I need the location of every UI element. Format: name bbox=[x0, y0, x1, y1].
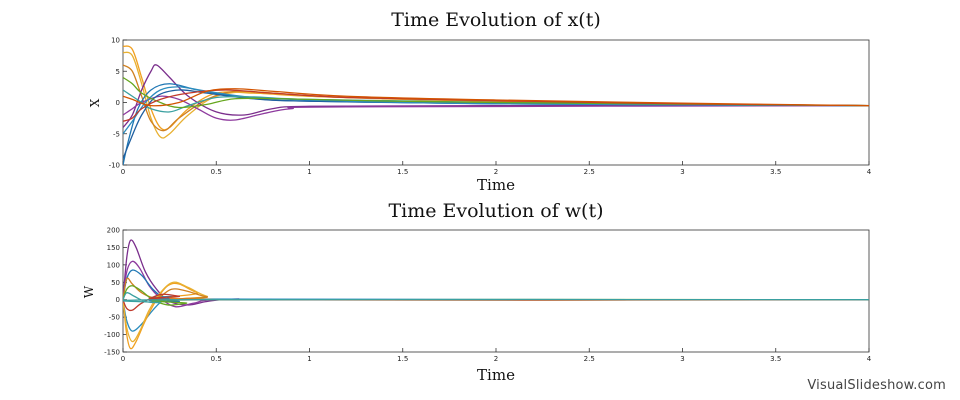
x-series-line-3 bbox=[123, 64, 869, 132]
x-xtick-label: 0 bbox=[121, 168, 125, 176]
x-series-line-1 bbox=[123, 45, 869, 131]
w-xtick-label: 0.5 bbox=[211, 355, 222, 363]
x-chart-xlabel: Time bbox=[477, 176, 515, 194]
x-ytick-label: -10 bbox=[109, 162, 120, 170]
x-xtick-label: 1 bbox=[307, 168, 311, 176]
w-ytick-label: 200 bbox=[107, 227, 120, 235]
x-xtick-label: 2.5 bbox=[584, 168, 595, 176]
w-ytick-label: 100 bbox=[107, 261, 120, 269]
x-ytick-label: 10 bbox=[111, 37, 120, 45]
w-ytick-label: 50 bbox=[111, 279, 120, 287]
w-series-line-9 bbox=[123, 293, 869, 312]
w-xtick-label: 4 bbox=[867, 355, 872, 363]
x-series-line-4 bbox=[123, 64, 869, 128]
x-chart-ylabel: X bbox=[88, 98, 102, 107]
x-time-evolution-chart: Time Evolution of x(t) X Time 0 0.5 1 1.5 2 2… bbox=[88, 9, 872, 194]
w-chart-xlabel: Time bbox=[477, 366, 515, 384]
w-ytick-label: -150 bbox=[104, 349, 120, 357]
w-series-line-8 bbox=[123, 285, 869, 306]
w-chart-ylabel: W bbox=[82, 285, 96, 298]
w-xtick-label: 2 bbox=[494, 355, 498, 363]
x-ytick-label: 5 bbox=[116, 68, 120, 76]
w-series-line-1 bbox=[123, 239, 869, 306]
w-series-line-5 bbox=[123, 282, 869, 350]
watermark-text: VisualSlideshow.com bbox=[807, 378, 946, 393]
w-xtick-label: 1.5 bbox=[397, 355, 408, 363]
w-chart-title: Time Evolution of w(t) bbox=[388, 200, 603, 222]
x-xtick-label: 3 bbox=[680, 168, 684, 176]
x-series-line-8 bbox=[123, 86, 869, 135]
w-ytick-label: 150 bbox=[107, 244, 120, 252]
w-xtick-label: 2.5 bbox=[584, 355, 595, 363]
x-series-line-11 bbox=[123, 89, 869, 122]
x-xtick-label: 1.5 bbox=[397, 168, 408, 176]
w-series-line-4 bbox=[123, 295, 869, 332]
w-ytick-label: -100 bbox=[104, 331, 120, 339]
x-xtick-label: 3.5 bbox=[770, 168, 781, 176]
w-axes-box bbox=[122, 229, 870, 353]
x-xtick-label: 2 bbox=[494, 168, 498, 176]
w-xtick-label: 1 bbox=[307, 355, 311, 363]
w-series-line-7 bbox=[123, 277, 869, 301]
x-xtick-label: 4 bbox=[867, 168, 872, 176]
w-series-line-10 bbox=[123, 292, 869, 304]
x-series-line-12 bbox=[123, 88, 869, 107]
x-chart-title: Time Evolution of x(t) bbox=[391, 9, 601, 31]
w-series-line-3 bbox=[123, 269, 869, 303]
x-series-line-5 bbox=[123, 95, 869, 121]
w-time-evolution-chart: Time Evolution of w(t) W Time 0 0.5 1 1.5 2 2… bbox=[82, 200, 872, 384]
w-xtick-label: 3 bbox=[680, 355, 684, 363]
w-xtick-label: 3.5 bbox=[770, 355, 781, 363]
w-xtick-label: 0 bbox=[121, 355, 125, 363]
x-ytick-label: 0 bbox=[116, 99, 120, 107]
w-ytick-label: -50 bbox=[109, 314, 120, 322]
x-ytick-label: -5 bbox=[113, 130, 120, 138]
x-xtick-label: 0.5 bbox=[211, 168, 222, 176]
w-series-line-6 bbox=[123, 281, 869, 343]
w-ytick-label: 0 bbox=[116, 296, 120, 304]
x-series-line-10 bbox=[123, 76, 869, 109]
